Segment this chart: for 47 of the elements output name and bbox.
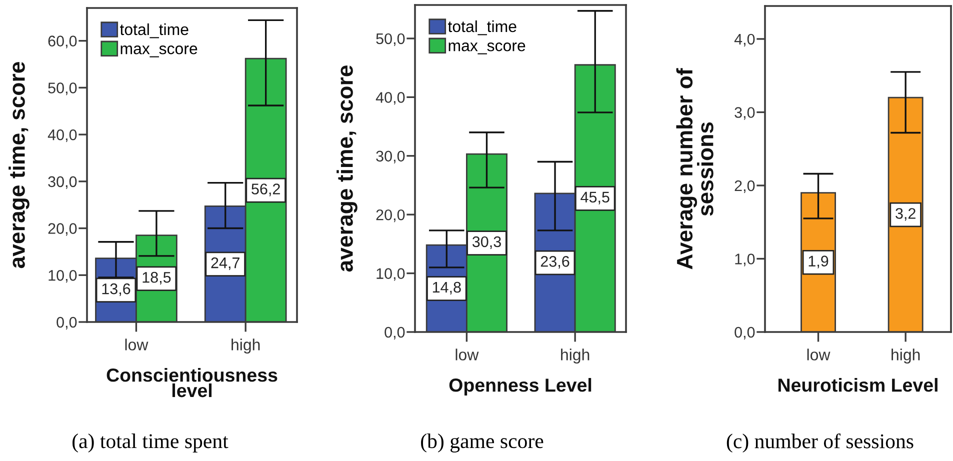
- y-tick-label: 1,0: [735, 254, 755, 266]
- y-axis-title: average time, score: [8, 62, 30, 268]
- legend-label: total_time: [120, 23, 188, 38]
- x-axis-title: Conscientiousness level: [106, 368, 278, 398]
- data-label: 56,2: [252, 184, 280, 196]
- x-tick-label: low: [125, 338, 148, 350]
- y-tick-label: 2,0: [734, 180, 755, 193]
- data-label: 24,7: [211, 257, 240, 270]
- data-label: 23,6: [540, 256, 570, 269]
- data-label: 18,5: [142, 272, 171, 285]
- y-tick-label: 40,0: [48, 129, 77, 142]
- x-tick-label: low: [456, 348, 479, 360]
- y-tick-label: 4,0: [734, 34, 755, 46]
- data-label: 3,2: [896, 208, 916, 221]
- x-tick-label: high: [892, 348, 920, 364]
- x-tick-label: high: [561, 348, 590, 364]
- text: (b) game score: [421, 434, 544, 452]
- data-label: 1,9: [808, 256, 828, 268]
- y-axis-title: Average number of sessions: [676, 68, 714, 270]
- y-tick-label: 30,0: [376, 150, 405, 164]
- y-tick-label: 40,0: [376, 92, 405, 105]
- y-tick-label: 30,0: [48, 176, 77, 189]
- y-tick-label: 10,0: [376, 268, 405, 281]
- legend-label: max_score: [120, 46, 198, 58]
- y-tick-label: 20,0: [376, 209, 405, 222]
- data-label: 13,6: [102, 283, 130, 296]
- data-label: 30,3: [472, 236, 501, 249]
- text: (c) number of sessions: [726, 433, 914, 453]
- y-tick-label: 60,0: [48, 36, 77, 48]
- y-tick-label: 0,0: [384, 326, 405, 340]
- y-tick-label: 50,0: [48, 82, 77, 96]
- data-label: 14,8: [432, 282, 461, 294]
- y-tick-label: 10,0: [48, 270, 77, 283]
- x-axis-title: Neuroticism Level: [778, 378, 938, 392]
- y-tick-label: 20,0: [48, 223, 77, 236]
- y-tick-label: 0,0: [56, 316, 77, 330]
- y-tick-label: 0,0: [734, 326, 755, 340]
- x-tick-label: low: [807, 348, 830, 360]
- text: (a) total time spent: [72, 434, 228, 452]
- y-tick-label: 50,0: [376, 33, 405, 46]
- legend-label: total_time: [448, 20, 516, 36]
- data-label: 45,5: [580, 192, 610, 204]
- x-axis-title: Openness Level: [449, 378, 592, 396]
- legend-label: max_score: [448, 42, 526, 54]
- y-tick-label: 3,0: [734, 107, 755, 120]
- x-tick-label: high: [232, 338, 260, 354]
- y-axis-title: average time, score: [336, 65, 358, 272]
